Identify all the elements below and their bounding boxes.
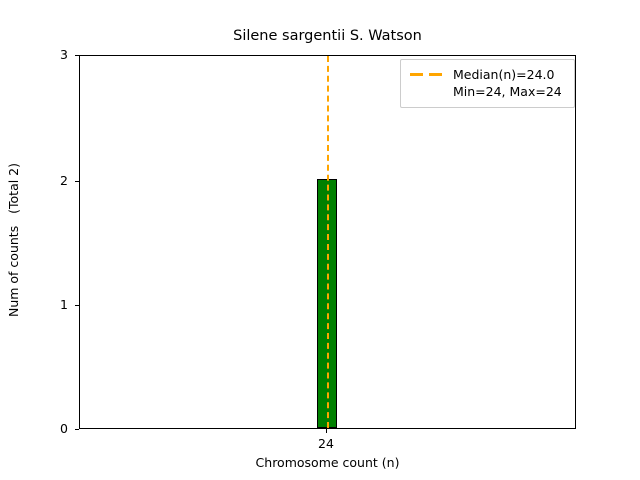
y-tick-label-3: 3 — [60, 47, 68, 62]
y-tick-mark-2 — [75, 180, 79, 182]
y-axis-label: Num of counts (Total 2) — [6, 162, 21, 318]
plot-area — [79, 55, 576, 429]
x-tick-label-24: 24 — [318, 436, 334, 451]
legend-median-line: Median(n)=24.0 — [453, 67, 555, 82]
page-title: Silene sargentii S. Watson — [233, 28, 422, 44]
y-tick-mark-3 — [75, 55, 79, 56]
x-tick-mark-24 — [326, 429, 327, 433]
y-tick-label-0: 0 — [60, 421, 68, 436]
y-tick-label-2: 2 — [60, 172, 68, 188]
dashed-line-icon — [409, 67, 445, 83]
median-line — [327, 56, 329, 428]
legend-item-median: Median(n)=24.0 Min=24, Max=24 — [409, 66, 566, 100]
y-axis-label-wrapper: Num of counts (Total 2) — [0, 0, 28, 480]
x-axis-label: Chromosome count (n) — [255, 455, 400, 470]
y-tick-mark-1 — [75, 305, 79, 307]
legend-item-text: Median(n)=24.0 Min=24, Max=24 — [453, 66, 562, 100]
legend: Median(n)=24.0 Min=24, Max=24 — [400, 59, 575, 108]
legend-minmax-line: Min=24, Max=24 — [453, 84, 562, 99]
y-tick-label-1: 1 — [60, 297, 68, 313]
y-tick-mark-0 — [75, 429, 79, 430]
